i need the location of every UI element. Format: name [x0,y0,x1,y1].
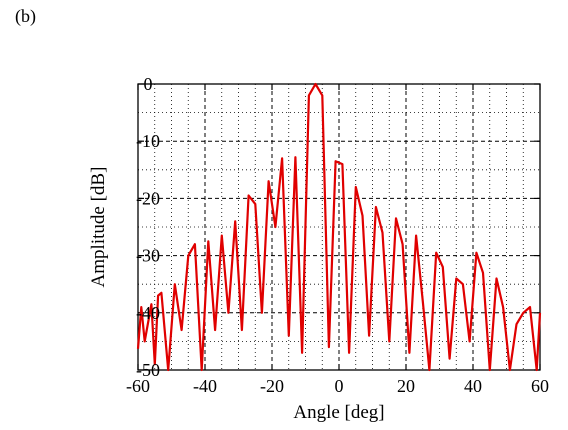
x-tick-label: -60 [126,376,150,396]
x-tick-label: -40 [193,376,217,396]
axis-ticks [137,83,541,371]
x-tick-label: 40 [464,376,482,396]
series-layer [136,82,542,372]
x-tick-label: 20 [397,376,415,396]
tick-labels: -60 -40 -20 0 20 40 60 0 -10 -20 -30 -40 -50 [126,74,549,396]
x-tick-label: 0 [335,376,344,396]
series-line [136,82,542,372]
y-tick-label: -50 [136,360,160,380]
y-tick-label: -20 [136,188,160,208]
y-axis-label: Amplitude [dB] [88,167,109,288]
y-tick-label: -30 [136,246,160,266]
x-axis-label: Angle [deg] [293,402,384,423]
x-tick-label: -20 [260,376,284,396]
y-tick-label: 0 [144,74,153,94]
x-tick-label: 60 [531,376,549,396]
panel-label: (b) [15,6,36,26]
y-tick-label: -40 [136,303,160,323]
y-tick-label: -10 [136,131,160,151]
